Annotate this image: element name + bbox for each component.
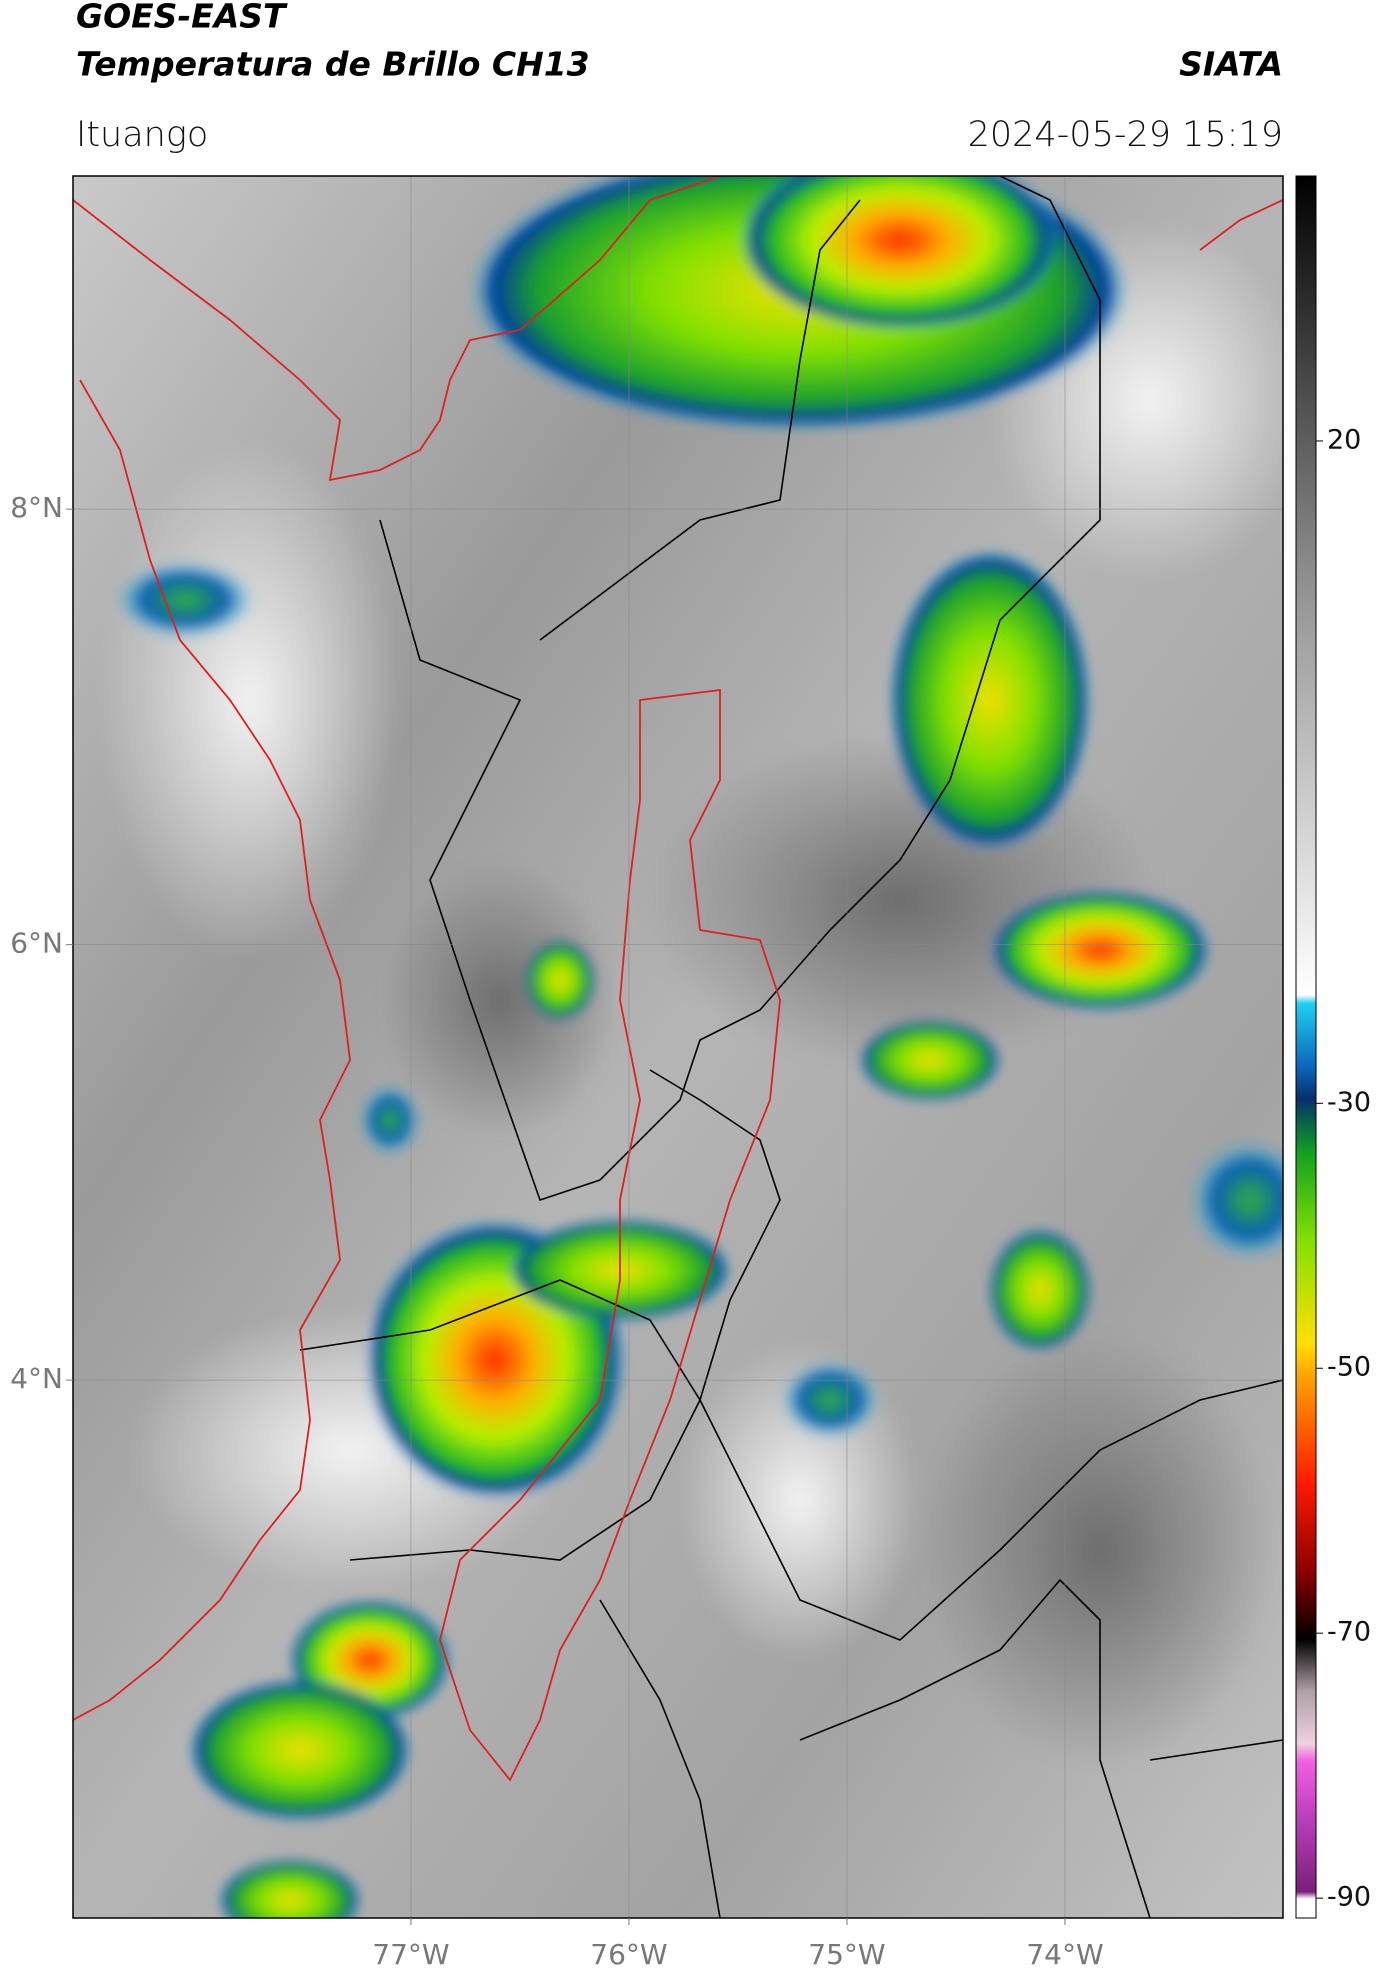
colorbar-tick-label: -90: [1327, 1882, 1371, 1913]
map-frame: [72, 175, 1284, 1919]
colorbar: [1295, 175, 1317, 1919]
y-tick-label: 6°N: [10, 927, 63, 960]
title-line2: Temperatura de Brillo CH13: [76, 45, 590, 84]
colorbar-tick-label: 20: [1327, 424, 1361, 455]
x-tick-label: 76°W: [590, 1938, 667, 1971]
satellite-image: [73, 176, 1283, 1918]
colorbar-tick-label: -50: [1327, 1352, 1371, 1383]
x-tick-label: 75°W: [808, 1938, 885, 1971]
datetime: 2024-05-29 15:19: [968, 115, 1283, 155]
x-tick-label: 77°W: [372, 1938, 449, 1971]
x-tick-label: 74°W: [1026, 1938, 1103, 1971]
y-tick-label: 4°N: [10, 1362, 63, 1395]
title-line1: GOES-EAST: [76, 0, 288, 36]
colorbar-tick-label: -30: [1327, 1087, 1371, 1118]
location: Ituango: [76, 115, 208, 155]
y-tick-label: 8°N: [10, 491, 63, 524]
graticule: [73, 176, 1283, 1918]
colorbar-tick-label: -70: [1327, 1617, 1371, 1648]
organization: SIATA: [1179, 45, 1283, 84]
